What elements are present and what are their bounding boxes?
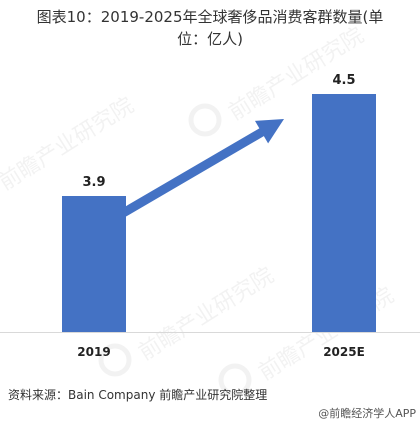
watermark-text: 前瞻产业研究院 bbox=[135, 263, 279, 366]
value-label-2025E: 4.5 bbox=[332, 73, 355, 88]
value-label-2019: 3.9 bbox=[82, 175, 105, 190]
app-credit: @前瞻经济学人APP bbox=[318, 407, 416, 420]
chart-title-line-1: 图表10：2019-2025年全球奢侈品消费客群数量(单 bbox=[36, 8, 384, 26]
watermark-logo-icon bbox=[218, 363, 252, 397]
trend-arrow-shaft bbox=[115, 128, 265, 220]
x-tick-label-2025E: 2025E bbox=[323, 345, 365, 359]
watermark-logo-icon bbox=[188, 103, 222, 137]
source-note: 资料来源：Bain Company 前瞻产业研究院整理 bbox=[8, 388, 268, 402]
chart-title: 图表10：2019-2025年全球奢侈品消费客群数量(单 位：亿人) bbox=[0, 6, 420, 50]
chart-title-line-2: 位：亿人) bbox=[177, 30, 243, 48]
watermark-text: 前瞻产业研究院 bbox=[0, 93, 138, 196]
bar-2019 bbox=[62, 196, 126, 332]
bar-2025E bbox=[312, 94, 376, 332]
watermark-logo-icon bbox=[98, 343, 132, 377]
chart-marks: 3.9 2019 4.5 2025E bbox=[0, 73, 420, 359]
trend-arrow-head-icon bbox=[254, 119, 284, 144]
x-tick-label-2019: 2019 bbox=[77, 345, 110, 359]
